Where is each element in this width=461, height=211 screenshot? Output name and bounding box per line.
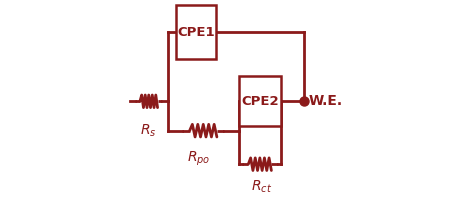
Text: W.E.: W.E. [308,94,343,108]
Text: R$_{po}$: R$_{po}$ [187,150,211,168]
Text: R$_{ct}$: R$_{ct}$ [251,179,272,195]
Text: R$_s$: R$_s$ [141,122,157,139]
Bar [239,76,281,126]
Text: CPE1: CPE1 [177,26,215,39]
Bar [176,5,216,59]
Text: CPE2: CPE2 [241,95,278,108]
